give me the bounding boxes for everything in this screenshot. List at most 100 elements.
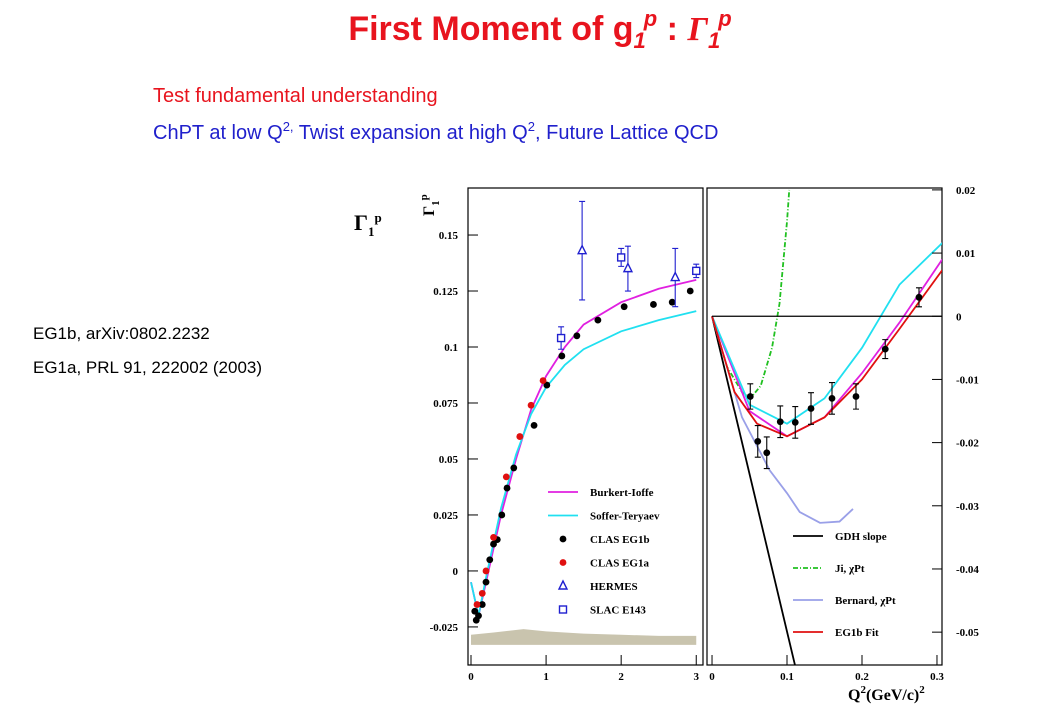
marker (482, 578, 490, 586)
curve (711, 189, 791, 400)
x-tick-label: 3 (693, 671, 699, 683)
marker (852, 393, 860, 400)
legend-label: CLAS EG1a (590, 558, 649, 570)
title-part: 1 (708, 28, 720, 53)
legend-label: Bernard, χPt (835, 595, 896, 607)
y-tick-label: 0.075 (433, 398, 458, 410)
text-part: 2 (919, 684, 925, 696)
marker (490, 533, 497, 541)
marker (471, 607, 479, 615)
title-part: Γ (686, 11, 708, 48)
marker (616, 253, 626, 262)
marker (530, 421, 538, 429)
y-tick-label: -0.01 (956, 374, 979, 386)
legend-label: EG1b Fit (835, 627, 879, 639)
y-tick-label: -0.02 (956, 438, 979, 450)
legend-label: Burkert-Ioffe (590, 487, 654, 499)
marker (473, 601, 481, 608)
curve (470, 278, 697, 616)
curve (470, 310, 697, 616)
plot-frame (706, 187, 943, 666)
y-tick-label: 0.025 (433, 510, 458, 522)
marker (482, 567, 490, 575)
marker (558, 352, 566, 360)
marker (692, 266, 701, 276)
reference: EG1b, arXiv:0802.2232 (33, 324, 210, 343)
marker (807, 405, 815, 412)
marker (486, 556, 494, 564)
title-part: First Moment of g (348, 10, 633, 48)
y-tick-label: 0.125 (433, 286, 458, 298)
text-part: 2 (528, 119, 535, 134)
marker (620, 303, 628, 311)
y-tick-label: -0.04 (956, 564, 979, 576)
subtitle: Test fundamental understanding (153, 85, 438, 107)
text-part: (GeV/c) (866, 687, 919, 704)
marker (791, 418, 799, 426)
curve (711, 242, 942, 425)
reference: EG1a, PRL 91, 222002 (2003) (33, 358, 262, 377)
y-tick-label: -0.03 (956, 501, 979, 513)
plot-area (711, 189, 942, 665)
x-tick-label: 0 (709, 671, 715, 683)
text-part: 2 (860, 684, 866, 696)
y-tick-label: 0 (453, 566, 459, 578)
marker (622, 262, 634, 273)
text-part: Q (848, 687, 860, 704)
curve (711, 269, 942, 438)
y-tick-label: 0.01 (956, 248, 975, 260)
legend-label: Soffer-Teryaev (590, 511, 660, 523)
marker (573, 332, 581, 340)
plot-area (470, 200, 701, 645)
text-part: , Future Lattice QCD (535, 122, 718, 144)
marker (510, 464, 518, 472)
marker (502, 473, 510, 481)
marker (668, 298, 676, 306)
plot-frame (467, 187, 704, 666)
y-tick-label: 0.15 (439, 230, 459, 242)
marker (516, 433, 524, 440)
marker (543, 381, 551, 389)
marker (746, 393, 754, 400)
marker (754, 437, 762, 445)
marker (478, 589, 486, 597)
title-part: p (643, 6, 657, 31)
marker (915, 293, 923, 301)
legend-label: HERMES (590, 581, 638, 593)
marker (475, 612, 482, 620)
x-tick-label: 2 (618, 671, 624, 683)
marker (776, 418, 784, 426)
curve (711, 316, 796, 665)
marker (527, 401, 535, 409)
marker (556, 333, 566, 343)
text-part: Twist expansion at high Q (294, 122, 528, 144)
marker (594, 316, 602, 324)
marker (503, 484, 511, 492)
marker (576, 244, 588, 255)
x-tick-label: 0.3 (930, 671, 944, 683)
marker (763, 449, 771, 457)
y-tick-label: -0.025 (430, 622, 459, 634)
systematic-band (471, 629, 697, 645)
marker (686, 287, 694, 295)
marker (539, 377, 547, 384)
marker (650, 301, 657, 308)
marker (559, 559, 567, 566)
text-part: Γ (421, 206, 438, 216)
marker (559, 535, 567, 543)
y-tick-label: 0.1 (444, 342, 458, 354)
marker (558, 605, 568, 614)
text-part: 2, (283, 119, 294, 134)
title-part: p (717, 6, 731, 31)
marker (498, 511, 506, 519)
slide-title: First Moment of g1p : Γ1p (348, 6, 731, 53)
text-part: ChPT at low Q (153, 122, 283, 144)
marker (828, 394, 836, 402)
marker (557, 579, 569, 590)
legend-label: CLAS EG1b (590, 534, 650, 546)
text-part: 1 (368, 224, 375, 239)
y-tick-label: 0 (956, 311, 962, 323)
y-tick-label: 0.02 (956, 185, 976, 197)
subtitle-line: ChPT at low Q2, Twist expansion at high … (153, 119, 718, 144)
